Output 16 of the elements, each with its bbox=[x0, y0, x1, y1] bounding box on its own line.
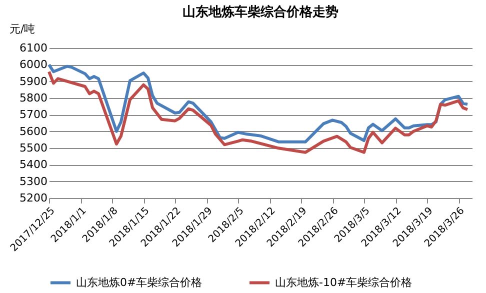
y-tick-label: 5800 bbox=[20, 92, 48, 104]
y-tick-label: 5300 bbox=[20, 174, 48, 188]
legend-label: 山东地炼0#车柴综合价格 bbox=[76, 276, 202, 289]
chart-title: 山东地炼车柴综合价格走势 bbox=[182, 4, 338, 20]
y-tick-label: 5500 bbox=[20, 142, 48, 154]
legend-label: 山东地炼-10#车柴综合价格 bbox=[275, 276, 412, 289]
y-tick-label: 6000 bbox=[20, 58, 48, 72]
y-tick-label: 5700 bbox=[20, 108, 48, 122]
line-series bbox=[48, 63, 469, 144]
y-tick-label: 6100 bbox=[20, 42, 48, 54]
y-tick-label: 5200 bbox=[20, 192, 48, 204]
y-tick-label: 5400 bbox=[20, 158, 48, 172]
y-tick-label: 5900 bbox=[20, 74, 48, 88]
y-axis-title: 元/吨 bbox=[10, 22, 36, 36]
line-series bbox=[48, 70, 469, 154]
y-tick-label: 5600 bbox=[20, 124, 48, 138]
